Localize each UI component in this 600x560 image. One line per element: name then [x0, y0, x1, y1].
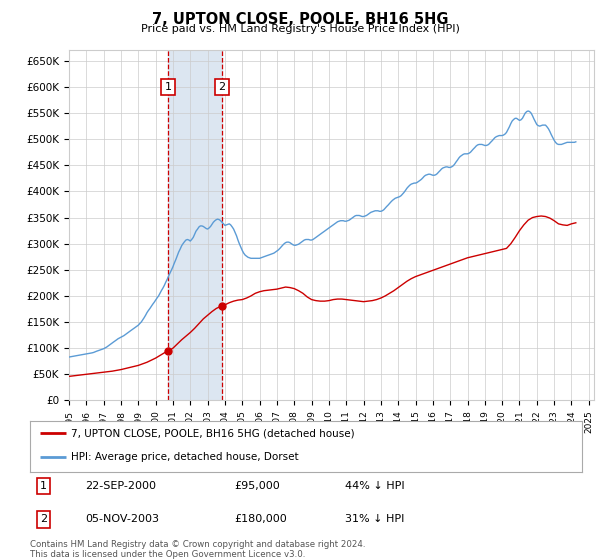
Text: 22-SEP-2000: 22-SEP-2000 — [85, 481, 156, 491]
Text: 7, UPTON CLOSE, POOLE, BH16 5HG: 7, UPTON CLOSE, POOLE, BH16 5HG — [152, 12, 448, 27]
Text: £95,000: £95,000 — [234, 481, 280, 491]
Text: 1: 1 — [40, 481, 47, 491]
Text: Price paid vs. HM Land Registry's House Price Index (HPI): Price paid vs. HM Land Registry's House … — [140, 24, 460, 34]
Text: 7, UPTON CLOSE, POOLE, BH16 5HG (detached house): 7, UPTON CLOSE, POOLE, BH16 5HG (detache… — [71, 428, 355, 438]
Text: 2: 2 — [40, 514, 47, 524]
Text: Contains HM Land Registry data © Crown copyright and database right 2024.
This d: Contains HM Land Registry data © Crown c… — [30, 540, 365, 559]
Bar — [168, 50, 222, 400]
Text: HPI: Average price, detached house, Dorset: HPI: Average price, detached house, Dors… — [71, 452, 299, 463]
Text: 2: 2 — [218, 82, 226, 92]
Text: 05-NOV-2003: 05-NOV-2003 — [85, 514, 159, 524]
Text: 1: 1 — [164, 82, 172, 92]
Text: £180,000: £180,000 — [234, 514, 287, 524]
Text: 44% ↓ HPI: 44% ↓ HPI — [344, 481, 404, 491]
Text: 31% ↓ HPI: 31% ↓ HPI — [344, 514, 404, 524]
